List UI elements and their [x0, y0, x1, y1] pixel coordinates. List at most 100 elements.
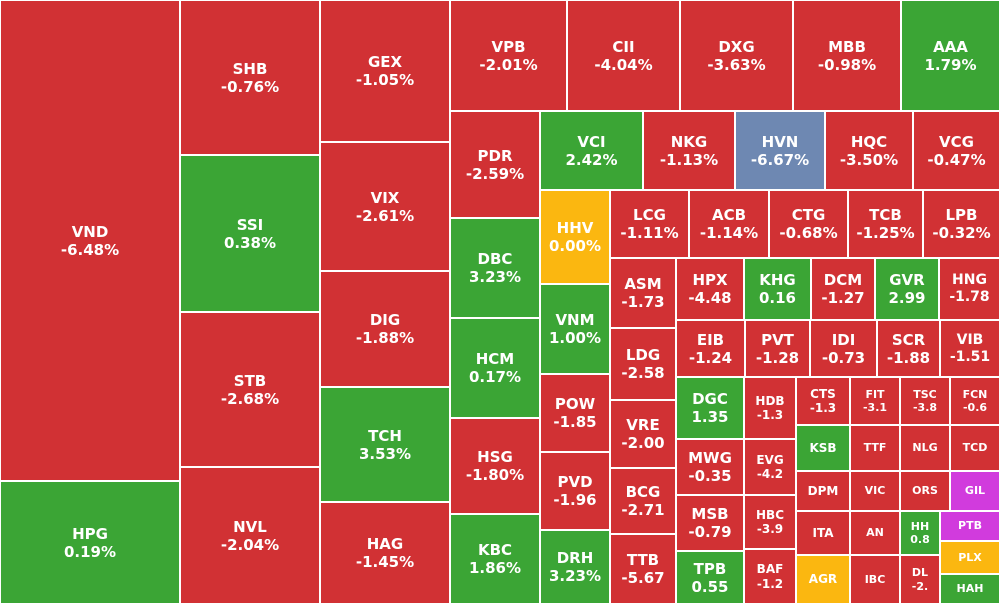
treemap-cell-tcd[interactable]: TCD: [950, 425, 1000, 471]
treemap-cell-stb[interactable]: STB -2.68%: [180, 312, 320, 467]
treemap-cell-pdr[interactable]: PDR -2.59%: [450, 111, 540, 218]
treemap-cell-nvl[interactable]: NVL -2.04%: [180, 467, 320, 604]
treemap-cell-ttf[interactable]: TTF: [850, 425, 900, 471]
treemap-cell-hng[interactable]: HNG -1.78: [939, 258, 1000, 320]
treemap-cell-dpm[interactable]: DPM: [796, 471, 850, 511]
treemap-cell-ldg[interactable]: LDG -2.58: [610, 328, 676, 400]
change-label: -2.04%: [220, 535, 280, 554]
treemap-cell-khg[interactable]: KHG 0.16: [744, 258, 811, 320]
treemap-cell-tcb[interactable]: TCB -1.25%: [848, 190, 923, 258]
ticker-label: BAF: [756, 562, 784, 577]
treemap-cell-ors[interactable]: ORS: [900, 471, 950, 511]
treemap-cell-hah[interactable]: HAH: [940, 574, 1000, 604]
treemap-cell-vnm[interactable]: VNM 1.00%: [540, 284, 610, 374]
treemap-cell-mbb[interactable]: MBB -0.98%: [793, 0, 901, 111]
treemap-cell-hag[interactable]: HAG -1.45%: [320, 502, 450, 604]
treemap-cell-ttb[interactable]: TTB -5.67: [610, 534, 676, 604]
change-label: -1.27: [821, 289, 865, 307]
treemap-cell-dcm[interactable]: DCM -1.27: [811, 258, 875, 320]
treemap-cell-ibc[interactable]: IBC: [850, 555, 900, 604]
treemap-cell-ksb[interactable]: KSB: [796, 425, 850, 471]
treemap-cell-idi[interactable]: IDI -0.73: [810, 320, 877, 377]
treemap-cell-vix[interactable]: VIX -2.61%: [320, 142, 450, 271]
treemap-cell-baf[interactable]: BAF -1.2: [744, 549, 796, 604]
treemap-cell-ita[interactable]: ITA: [796, 511, 850, 555]
treemap-cell-pvt[interactable]: PVT -1.28: [745, 320, 810, 377]
treemap-cell-cii[interactable]: CII -4.04%: [567, 0, 680, 111]
treemap-cell-dxg[interactable]: DXG -3.63%: [680, 0, 793, 111]
treemap-cell-hpx[interactable]: HPX -4.48: [676, 258, 744, 320]
treemap-cell-hsg[interactable]: HSG -1.80%: [450, 418, 540, 514]
treemap-cell-hvn[interactable]: HVN -6.67%: [735, 111, 825, 190]
change-label: -4.2: [756, 467, 784, 481]
treemap-cell-kbc[interactable]: KBC 1.86%: [450, 514, 540, 604]
treemap-cell-hdb[interactable]: HDB -1.3: [744, 377, 796, 439]
treemap-cell-shb[interactable]: SHB -0.76%: [180, 0, 320, 155]
treemap-cell-mwg[interactable]: MWG -0.35: [676, 439, 744, 495]
treemap-cell-eib[interactable]: EIB -1.24: [676, 320, 745, 377]
change-label: -6.67%: [750, 150, 810, 169]
treemap-cell-hcm[interactable]: HCM 0.17%: [450, 318, 540, 418]
treemap-cell-vpb[interactable]: VPB -2.01%: [450, 0, 567, 111]
treemap-cell-ctg[interactable]: CTG -0.68%: [769, 190, 848, 258]
ticker-label: CII: [612, 37, 635, 56]
treemap-cell-tch[interactable]: TCH 3.53%: [320, 387, 450, 502]
change-label: -3.63%: [707, 55, 766, 74]
treemap-cell-vnd[interactable]: VND -6.48%: [0, 0, 180, 481]
treemap-cell-gex[interactable]: GEX -1.05%: [320, 0, 450, 142]
treemap-cell-nlg[interactable]: NLG: [900, 425, 950, 471]
change-label: 1.86%: [468, 559, 522, 577]
treemap-cell-gvr[interactable]: GVR 2.99: [875, 258, 939, 320]
treemap-cell-msb[interactable]: MSB -0.79: [676, 495, 744, 551]
treemap-cell-hbc[interactable]: HBC -3.9: [744, 495, 796, 549]
change-label: 2.42%: [565, 150, 618, 169]
ticker-label: DPM: [807, 483, 839, 498]
treemap-cell-dgc[interactable]: DGC 1.35: [676, 377, 744, 439]
ticker-label: PLX: [958, 550, 982, 564]
treemap-cell-vib[interactable]: VIB -1.51: [940, 320, 1000, 377]
treemap-cell-vic[interactable]: VIC: [850, 471, 900, 511]
treemap-cell-acb[interactable]: ACB -1.14%: [689, 190, 769, 258]
treemap-cell-aaa[interactable]: AAA 1.79%: [901, 0, 1000, 111]
change-label: -0.98%: [817, 55, 877, 74]
treemap-cell-pow[interactable]: POW -1.85: [540, 374, 610, 452]
ticker-label: FIT: [865, 387, 885, 401]
ticker-label: DIG: [369, 311, 401, 329]
treemap-cell-hhv[interactable]: HHV 0.00%: [540, 190, 610, 284]
treemap-cell-scr[interactable]: SCR -1.88: [877, 320, 940, 377]
treemap-cell-vcg[interactable]: VCG -0.47%: [913, 111, 1000, 190]
change-label: 0.38%: [223, 233, 277, 252]
treemap-cell-bcg[interactable]: BCG -2.71: [610, 468, 676, 534]
treemap-cell-plx[interactable]: PLX: [940, 541, 1000, 574]
treemap-cell-hqc[interactable]: HQC -3.50%: [825, 111, 913, 190]
ticker-label: TCH: [368, 426, 402, 445]
treemap-cell-ptb[interactable]: PTB: [940, 511, 1000, 541]
treemap-cell-agr[interactable]: AGR: [796, 555, 850, 604]
treemap-cell-tsc[interactable]: TSC -3.8: [900, 377, 950, 425]
treemap-cell-dig[interactable]: DIG -1.88%: [320, 271, 450, 387]
ticker-label: TTB: [626, 551, 660, 569]
treemap-cell-vre[interactable]: VRE -2.00: [610, 400, 676, 468]
treemap-cell-drh[interactable]: DRH 3.23%: [540, 530, 610, 604]
treemap-cell-an[interactable]: AN: [850, 511, 900, 555]
ticker-label: ITA: [812, 525, 834, 540]
treemap-cell-ssi[interactable]: SSI 0.38%: [180, 155, 320, 312]
treemap-cell-fit[interactable]: FIT -3.1: [850, 377, 900, 425]
treemap-cell-fcn[interactable]: FCN -0.6: [950, 377, 1000, 425]
treemap-cell-asm[interactable]: ASM -1.73: [610, 258, 676, 328]
treemap-cell-gil[interactable]: GIL: [950, 471, 1000, 511]
treemap-cell-nkg[interactable]: NKG -1.13%: [643, 111, 735, 190]
treemap-cell-lpb[interactable]: LPB -0.32%: [923, 190, 1000, 258]
ticker-label: HDB: [755, 393, 785, 408]
treemap-cell-evg[interactable]: EVG -4.2: [744, 439, 796, 495]
treemap-cell-hh[interactable]: HH 0.8: [900, 511, 940, 555]
treemap-cell-cts[interactable]: CTS -1.3: [796, 377, 850, 425]
ticker-label: VRE: [626, 416, 660, 434]
treemap-cell-hpg[interactable]: HPG 0.19%: [0, 481, 180, 604]
treemap-cell-dl[interactable]: DL -2.: [900, 555, 940, 604]
treemap-cell-pvd[interactable]: PVD -1.96: [540, 452, 610, 530]
treemap-cell-dbc[interactable]: DBC 3.23%: [450, 218, 540, 318]
treemap-cell-lcg[interactable]: LCG -1.11%: [610, 190, 689, 258]
treemap-cell-tpb[interactable]: TPB 0.55: [676, 551, 744, 604]
treemap-cell-vci[interactable]: VCI 2.42%: [540, 111, 643, 190]
